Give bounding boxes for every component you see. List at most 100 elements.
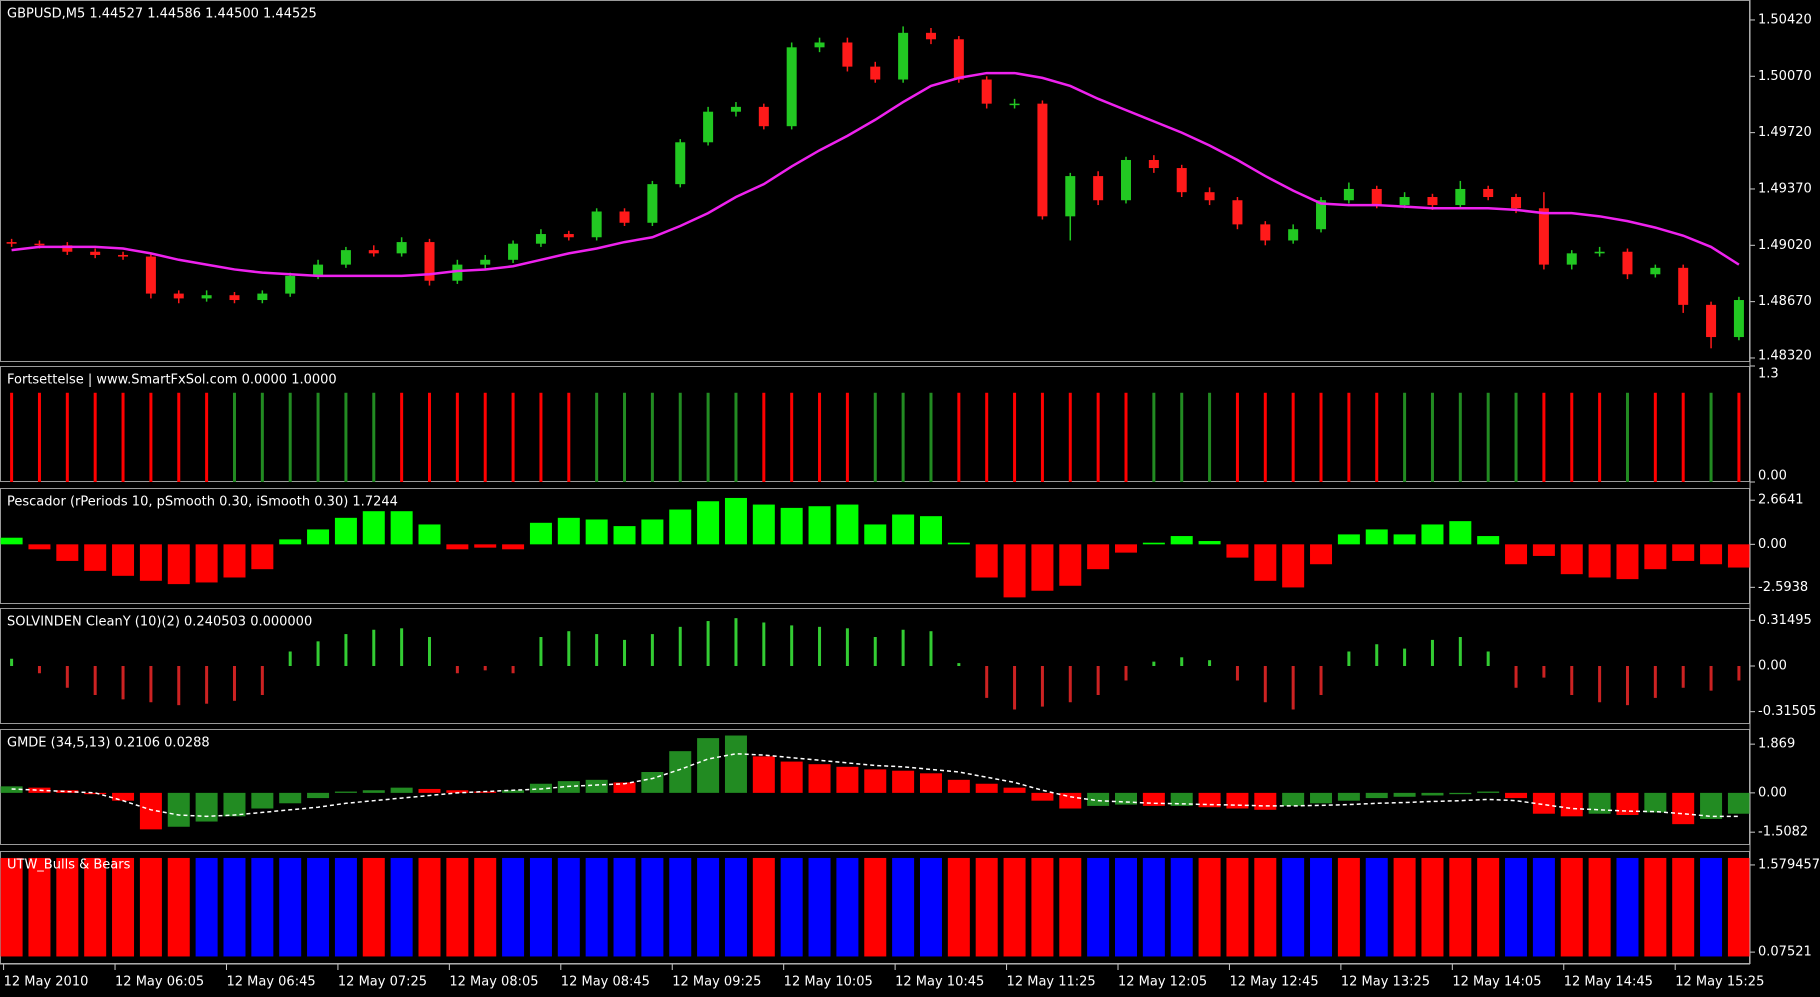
bar — [1059, 792, 1082, 809]
bar — [1532, 792, 1555, 814]
bar — [836, 504, 859, 545]
bar — [223, 544, 246, 578]
y-tick-label: 0.07521 — [1758, 945, 1812, 960]
bar — [37, 392, 41, 482]
bar — [1254, 857, 1277, 957]
bar — [260, 392, 264, 482]
bar — [919, 773, 942, 793]
bar — [780, 857, 803, 957]
bar — [613, 782, 636, 793]
bar — [669, 857, 692, 957]
bar — [929, 392, 933, 482]
candle-body — [1650, 267, 1661, 275]
bar — [1319, 666, 1323, 695]
candle-body — [173, 293, 184, 299]
bar — [873, 392, 877, 482]
y-tick-label: -2.5938 — [1758, 580, 1808, 595]
candle-body — [1093, 176, 1104, 201]
bar — [1096, 666, 1100, 695]
bar — [864, 857, 887, 957]
bar — [1254, 792, 1277, 810]
y-tick-label: 1.869 — [1758, 737, 1795, 752]
bar — [232, 666, 236, 701]
bar — [1124, 392, 1128, 482]
x-tick-label: 12 May 06:45 — [226, 975, 315, 990]
candle-body — [1706, 304, 1717, 338]
candle-body — [842, 42, 853, 67]
bar — [139, 544, 162, 581]
candle-body — [870, 66, 881, 80]
bar — [205, 666, 209, 704]
bar — [1087, 544, 1110, 570]
bar — [919, 516, 942, 545]
y-tick-label: 1.48670 — [1758, 294, 1812, 309]
bar — [428, 392, 431, 482]
bar — [669, 751, 692, 793]
bar — [1347, 392, 1351, 482]
bar — [1235, 392, 1239, 482]
candle-body — [1538, 208, 1549, 265]
bar — [65, 392, 69, 482]
panel-title: UTW_Bulls & Bears — [7, 858, 131, 873]
bar — [1486, 651, 1490, 666]
x-tick-label: 12 May 14:05 — [1452, 975, 1541, 990]
bar — [1672, 857, 1695, 957]
bar — [28, 857, 51, 957]
bar — [502, 790, 525, 793]
candle-body — [563, 234, 574, 238]
bar — [901, 629, 905, 666]
bar — [762, 392, 766, 482]
candle-body — [1511, 197, 1522, 209]
bar — [1681, 666, 1685, 688]
candle-body — [201, 295, 212, 299]
bar — [139, 792, 162, 830]
y-tick-label: 1.50420 — [1758, 12, 1812, 27]
bar — [167, 857, 190, 957]
bar — [919, 857, 942, 957]
bar — [752, 756, 775, 793]
x-tick-label: 12 May 10:45 — [895, 975, 984, 990]
bar — [56, 544, 79, 561]
bar — [1393, 792, 1416, 797]
bar — [177, 392, 181, 482]
bar — [1087, 792, 1110, 806]
bar — [1653, 392, 1657, 482]
candle-body — [1288, 229, 1299, 241]
bar — [1681, 392, 1685, 482]
bar — [1709, 666, 1713, 691]
bar — [288, 392, 292, 482]
bar — [808, 764, 831, 793]
bar — [1096, 392, 1100, 482]
bar — [316, 641, 320, 666]
bar — [1254, 544, 1277, 581]
bar — [251, 544, 274, 570]
bar — [288, 651, 292, 666]
signal-line — [11, 753, 1739, 818]
bar — [195, 792, 218, 822]
bar — [1598, 392, 1602, 482]
bar — [947, 542, 970, 545]
candle-body — [758, 106, 769, 127]
candle-body — [953, 39, 964, 80]
bar — [1727, 857, 1750, 957]
bar — [1031, 857, 1054, 957]
x-tick-label: 12 May 12:05 — [1118, 975, 1207, 990]
bar — [1180, 657, 1184, 666]
bar — [1616, 792, 1639, 816]
bar — [390, 857, 413, 957]
y-tick-label: -1.5082 — [1758, 825, 1808, 840]
bar — [1393, 857, 1416, 957]
candle-body — [786, 47, 797, 127]
candle-body — [703, 111, 714, 143]
bar — [390, 787, 413, 793]
bar — [1375, 392, 1379, 482]
bar — [539, 392, 543, 482]
bar — [1700, 792, 1723, 819]
bar — [84, 792, 107, 795]
x-tick-label: 12 May 08:05 — [449, 975, 538, 990]
bar — [307, 792, 330, 799]
bar — [372, 392, 376, 482]
bar — [279, 857, 302, 957]
bar — [28, 544, 51, 550]
bar — [511, 392, 515, 482]
